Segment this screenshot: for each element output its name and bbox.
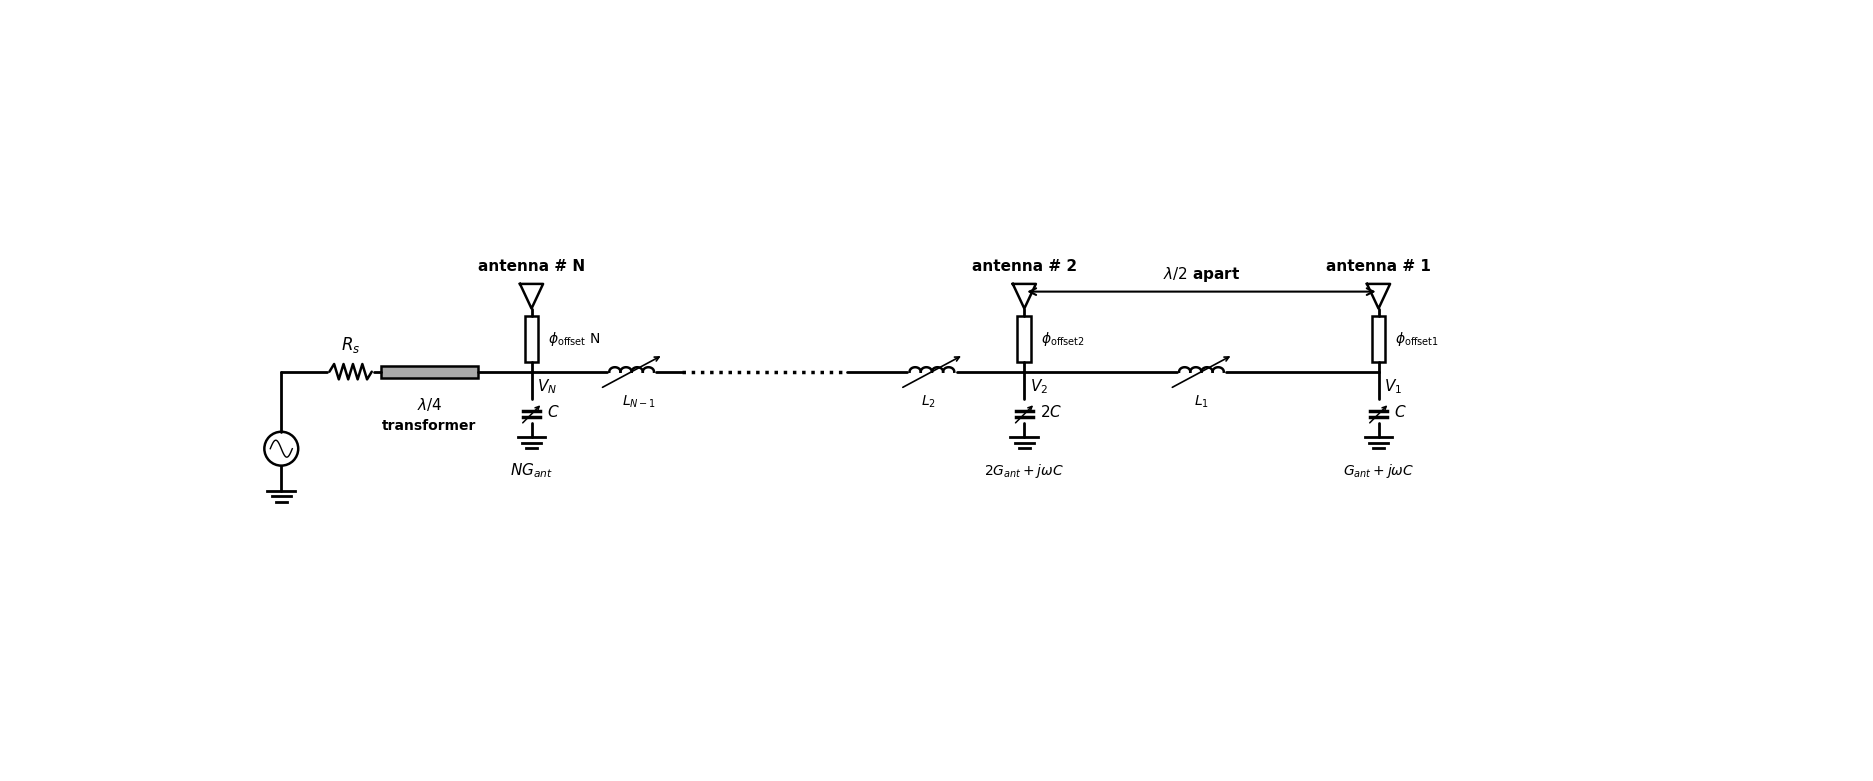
Text: $\lambda/2$ apart: $\lambda/2$ apart — [1161, 265, 1240, 284]
Text: $G_{ant}+j\omega C$: $G_{ant}+j\omega C$ — [1343, 462, 1414, 480]
Bar — [1017, 316, 1030, 362]
Text: $\phi_{\rm offset2}$: $\phi_{\rm offset2}$ — [1041, 330, 1084, 348]
Text: antenna # 1: antenna # 1 — [1326, 259, 1431, 274]
Text: $2G_{ant}+j\omega C$: $2G_{ant}+j\omega C$ — [983, 462, 1064, 480]
Text: $NG_{ant}$: $NG_{ant}$ — [509, 462, 553, 480]
Text: $C$: $C$ — [547, 404, 560, 419]
Text: $2C$: $2C$ — [1040, 404, 1062, 419]
Bar — [382, 366, 478, 378]
Text: antenna # N: antenna # N — [478, 259, 584, 274]
Text: $L_1$: $L_1$ — [1193, 394, 1208, 410]
Text: $V_N$: $V_N$ — [538, 377, 556, 396]
Text: antenna # 2: antenna # 2 — [972, 259, 1077, 274]
Text: $V_2$: $V_2$ — [1028, 377, 1047, 396]
Text: $V_1$: $V_1$ — [1382, 377, 1401, 396]
Text: $\lambda/4$: $\lambda/4$ — [416, 396, 442, 413]
Text: $L_2$: $L_2$ — [920, 394, 935, 410]
Text: $L_{N-1}$: $L_{N-1}$ — [622, 394, 656, 410]
Bar — [1371, 316, 1384, 362]
Text: $\phi_{\rm offset1}$: $\phi_{\rm offset1}$ — [1395, 330, 1438, 348]
Text: $R_s$: $R_s$ — [341, 335, 360, 355]
Text: $\phi_{\rm offset}$ N: $\phi_{\rm offset}$ N — [549, 330, 601, 348]
Text: transformer: transformer — [382, 419, 476, 433]
Bar — [524, 316, 538, 362]
Text: $C$: $C$ — [1394, 404, 1407, 419]
